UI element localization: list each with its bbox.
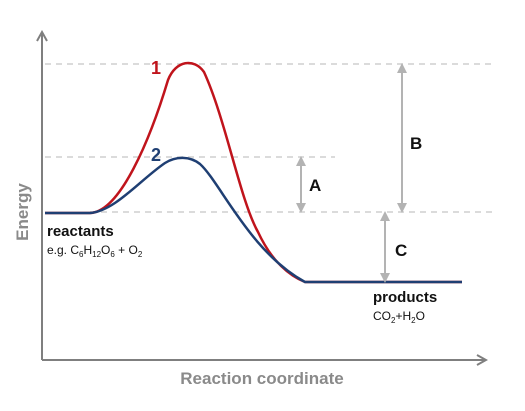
products-formula: CO2+H2O: [373, 309, 425, 325]
products-title: products: [373, 289, 437, 306]
y-axis-title: Energy: [13, 183, 32, 241]
curve-2-path: [45, 156, 462, 284]
curve-1-path: [45, 61, 462, 284]
reactants-formula: e.g. C6H12O6 + O2: [47, 243, 143, 259]
curve-1-label: 1: [151, 58, 161, 78]
gap-b-label: B: [410, 134, 422, 153]
gap-c-label: C: [395, 241, 407, 260]
reactants-title: reactants: [47, 223, 114, 240]
x-axis-title: Reaction coordinate: [180, 369, 343, 388]
gap-a-label: A: [309, 176, 321, 195]
curve-2-label: 2: [151, 145, 161, 165]
